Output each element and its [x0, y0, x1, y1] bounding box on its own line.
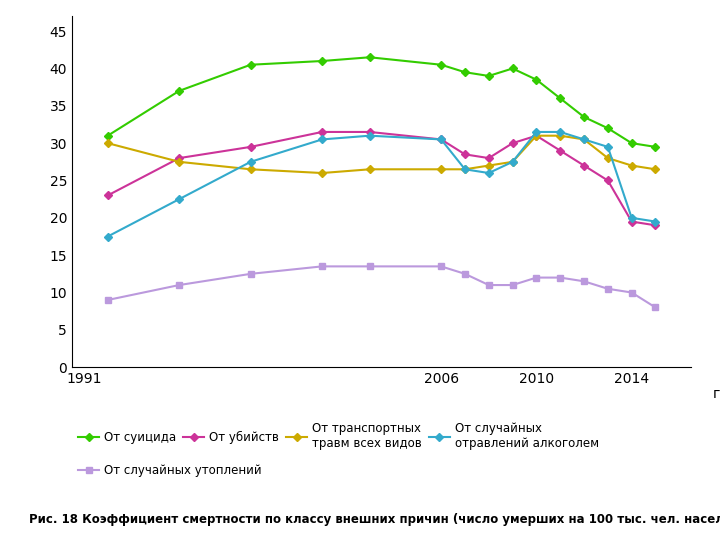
Legend: От случайных утоплений: От случайных утоплений [78, 464, 261, 477]
Text: Рис. 18 Коэффициент смертности по классу внешних причин (число умерших на 100 ты: Рис. 18 Коэффициент смертности по классу… [29, 514, 720, 526]
Text: год: год [713, 387, 720, 401]
